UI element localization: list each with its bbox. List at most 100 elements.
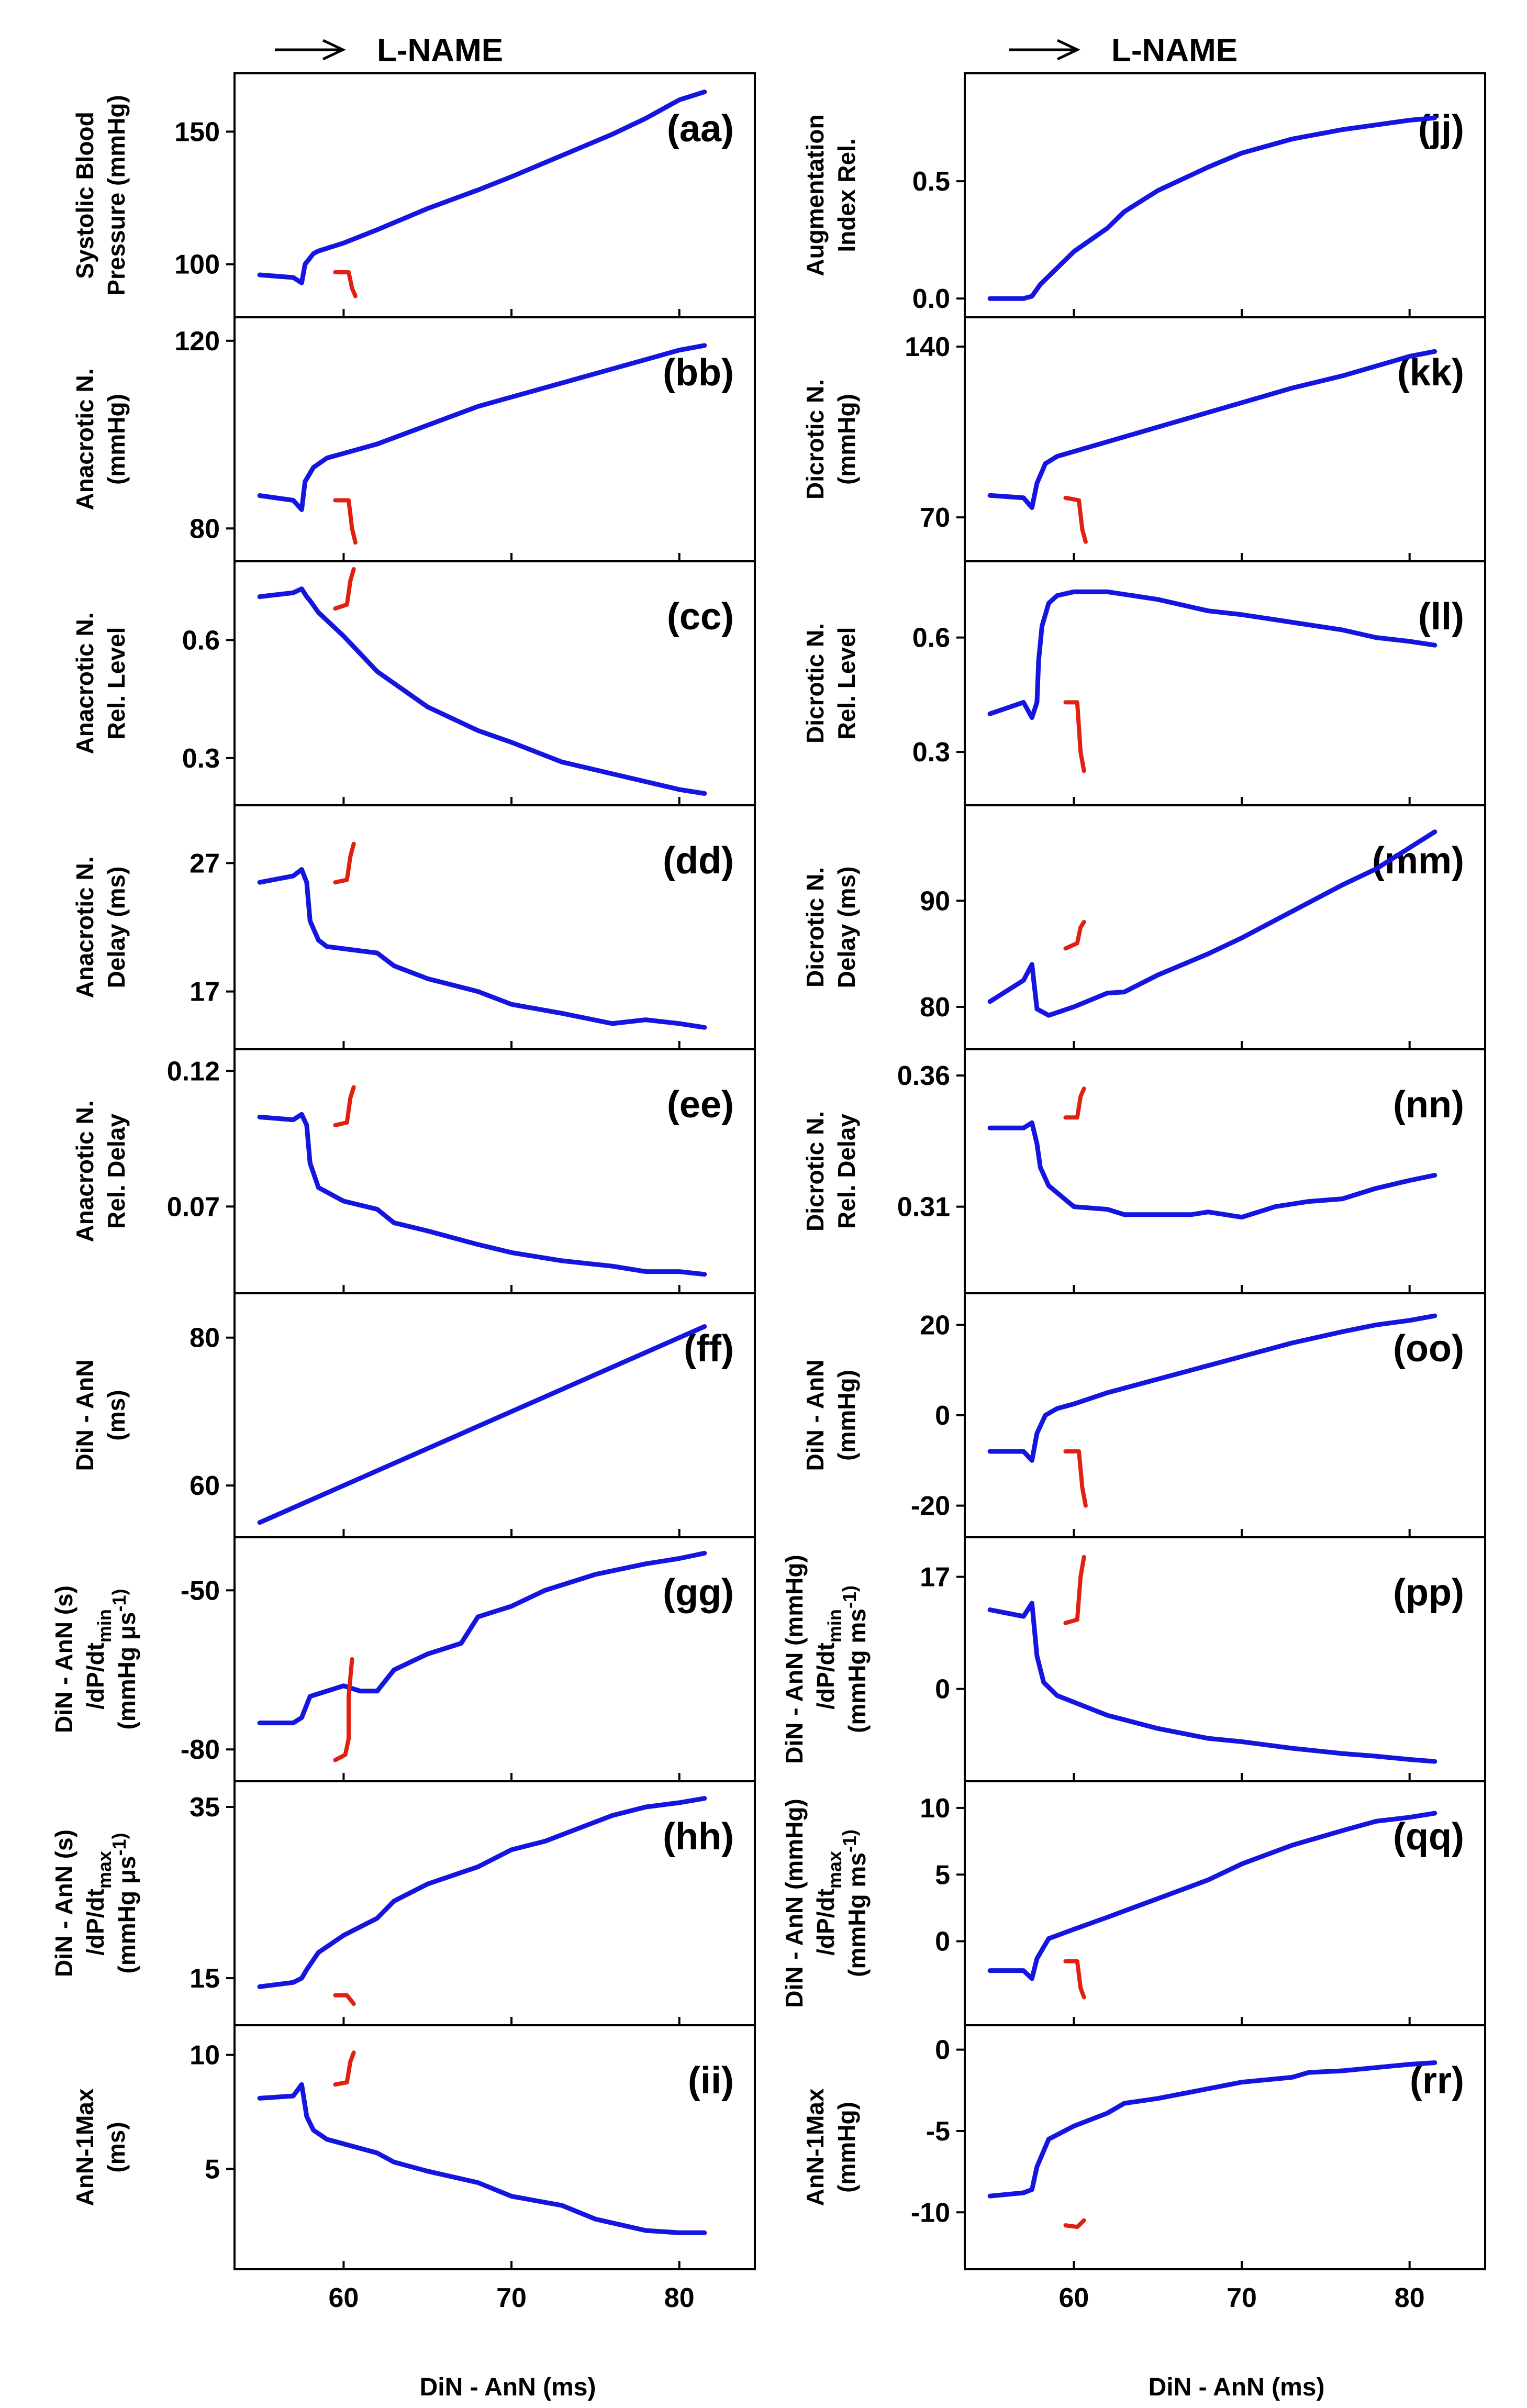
panel-nn: 0.31 0.36 Dicrotic N. Rel. Delay (nn) bbox=[801, 1048, 1486, 1294]
panel-frame bbox=[964, 2024, 1486, 2270]
y-tick-label: -10 bbox=[911, 2198, 950, 2228]
panel-hh: 15 35 DiN - AnN (s)/dP/dtmax(mmHg μs-1) (hh… bbox=[50, 1780, 756, 2026]
y-tick-label: 150 bbox=[174, 117, 220, 147]
y-axis-label-line: Augmentation bbox=[801, 114, 829, 276]
y-tick-label: 0 bbox=[935, 1927, 950, 1957]
panel-label: (cc) bbox=[667, 596, 734, 638]
panel-label: (dd) bbox=[663, 840, 734, 882]
y-axis-label-line: AnN-1Max bbox=[801, 2088, 829, 2206]
panel-label: (bb) bbox=[663, 352, 734, 394]
y-axis-label-line: DiN - AnN (s) bbox=[50, 1829, 77, 1977]
y-tick-label: 0.3 bbox=[182, 744, 220, 774]
y-tick-label: 15 bbox=[190, 1963, 220, 1994]
y-tick-label: 17 bbox=[920, 1562, 950, 1593]
panel-bb: 80 120 Anacrotic N. (mmHg) (bb) bbox=[71, 316, 756, 562]
panel-jj: 0.0 0.5 Augmentation Index Rel. (jj) bbox=[801, 72, 1486, 318]
panel-pp: 0 17 DiN - AnN (mmHg)/dP/dtmin(mmHg ms-1) (… bbox=[781, 1536, 1486, 1782]
series-line-red bbox=[333, 567, 356, 611]
panel-label: (gg) bbox=[663, 1572, 734, 1614]
y-axis-label-line: Dicrotic N. bbox=[801, 623, 829, 744]
panel-label: (nn) bbox=[1393, 1084, 1464, 1126]
panel-label: (ll) bbox=[1418, 596, 1464, 638]
series-line-blue bbox=[257, 586, 707, 796]
y-axis-label-line: Systolic Blood bbox=[71, 112, 98, 279]
series-line-blue bbox=[987, 1313, 1437, 1463]
series-line-red bbox=[333, 2050, 356, 2087]
x-axis-label-left: DiN - AnN (ms) bbox=[420, 2373, 596, 2401]
y-tick-label: 20 bbox=[920, 1310, 950, 1340]
y-tick-label: 100 bbox=[174, 250, 220, 280]
right-arrow-icon bbox=[1009, 39, 1080, 61]
y-axis-label-line: Delay (ms) bbox=[103, 867, 130, 989]
x-tick-label: 70 bbox=[1227, 2283, 1257, 2313]
y-axis-label-line: (mmHg ms-1) bbox=[839, 1829, 871, 1977]
panel-cc: 0.3 0.6 Anacrotic N. Rel. Level (cc) bbox=[71, 560, 756, 806]
series-line-blue bbox=[257, 867, 707, 1030]
y-tick-label: 0.3 bbox=[912, 737, 950, 768]
series-line-blue bbox=[987, 589, 1437, 720]
y-tick-label: 0.6 bbox=[182, 625, 220, 656]
panel-label: (ff) bbox=[684, 1328, 734, 1370]
y-tick-label: -5 bbox=[926, 2116, 950, 2147]
series-line-red bbox=[333, 1993, 356, 2006]
y-axis-label-line: Dicrotic N. bbox=[801, 1111, 829, 1231]
y-tick-label: 27 bbox=[190, 848, 220, 879]
panel-ee: 0.07 0.12 Anacrotic N. Rel. Delay (ee) bbox=[71, 1048, 756, 1294]
y-axis-label-line: Rel. Delay bbox=[833, 1114, 860, 1229]
y-axis-label-line: Rel. Level bbox=[103, 627, 130, 740]
panel-frame bbox=[233, 2024, 756, 2270]
series-line-red bbox=[333, 498, 358, 545]
y-tick-label: 0.12 bbox=[167, 1056, 220, 1086]
y-axis-label-line: /dP/dtmin bbox=[812, 1609, 845, 1710]
series-line-blue bbox=[987, 1811, 1437, 1981]
y-axis-label-line: Dicrotic N. bbox=[801, 867, 829, 987]
series-line-blue bbox=[987, 2060, 1437, 2199]
x-tick-label: 60 bbox=[328, 2283, 359, 2313]
right-arrow-icon bbox=[275, 39, 346, 61]
series-line-blue bbox=[257, 1796, 707, 1989]
y-axis-label-line: Anacrotic N. bbox=[71, 857, 98, 998]
series-line-red bbox=[1063, 495, 1088, 544]
series-line-red bbox=[1063, 1449, 1088, 1508]
panel-ii: 5 10 AnN-1Max (ms) (ii) bbox=[71, 2024, 756, 2270]
series-line-blue bbox=[987, 1120, 1437, 1220]
y-axis-label-line: (mmHg) bbox=[833, 2102, 860, 2193]
y-tick-label: 10 bbox=[920, 1793, 950, 1824]
y-axis-label-line: DiN - AnN bbox=[71, 1360, 98, 1471]
header-left-text: L-NAME bbox=[377, 32, 503, 69]
panel-aa: 100 150 Systolic Blood Pressure (mmHg) (aa) bbox=[71, 72, 756, 318]
panel-ff: 60 80 DiN - AnN (ms) (ff) bbox=[71, 1292, 756, 1538]
panel-qq: 0 5 10 DiN - AnN (mmHg)/dP/dtmax(mmHg ms-1)… bbox=[781, 1780, 1486, 2026]
panel-dd: 17 27 Anacrotic N. Delay (ms) (dd) bbox=[71, 804, 756, 1050]
header-right: L-NAME bbox=[1009, 32, 1238, 69]
panel-gg: -80 -50 DiN - AnN (s)/dP/dtmin(mmHg μs-1) (… bbox=[50, 1536, 756, 1782]
header-right-text: L-NAME bbox=[1111, 32, 1238, 69]
y-axis-label-line: /dP/dtmax bbox=[812, 1851, 845, 1956]
y-axis-label-line: DiN - AnN (mmHg) bbox=[781, 1799, 808, 2007]
y-tick-label: -20 bbox=[911, 1491, 950, 1522]
panel-frame bbox=[964, 560, 1486, 806]
series-line-red bbox=[333, 841, 356, 885]
y-tick-label: 0.0 bbox=[912, 284, 950, 314]
y-axis-label-line: Rel. Level bbox=[833, 627, 860, 740]
y-axis-label-line: DiN - AnN bbox=[801, 1360, 829, 1471]
panel-label: (pp) bbox=[1393, 1572, 1464, 1614]
y-tick-label: 70 bbox=[920, 503, 950, 533]
y-axis-label-line: DiN - AnN (mmHg) bbox=[781, 1555, 808, 1763]
y-axis-label-line: Pressure (mmHg) bbox=[103, 95, 130, 295]
y-tick-label: 0.5 bbox=[912, 167, 950, 197]
y-axis-label-line: /dP/dtmax bbox=[82, 1851, 115, 1956]
y-tick-label: 0.6 bbox=[912, 623, 950, 653]
y-tick-label: 17 bbox=[190, 977, 220, 1007]
y-tick-label: 140 bbox=[905, 332, 950, 362]
x-axis-label-right: DiN - AnN (ms) bbox=[1149, 2373, 1325, 2401]
y-tick-label: 80 bbox=[190, 514, 220, 544]
y-axis-label-line: (ms) bbox=[103, 1390, 130, 1440]
y-tick-label: 5 bbox=[935, 1860, 950, 1890]
panel-label: (ii) bbox=[688, 2060, 734, 2102]
panel-rr: -10 -5 0 AnN-1Max (mmHg) (rr) bbox=[801, 2024, 1486, 2270]
